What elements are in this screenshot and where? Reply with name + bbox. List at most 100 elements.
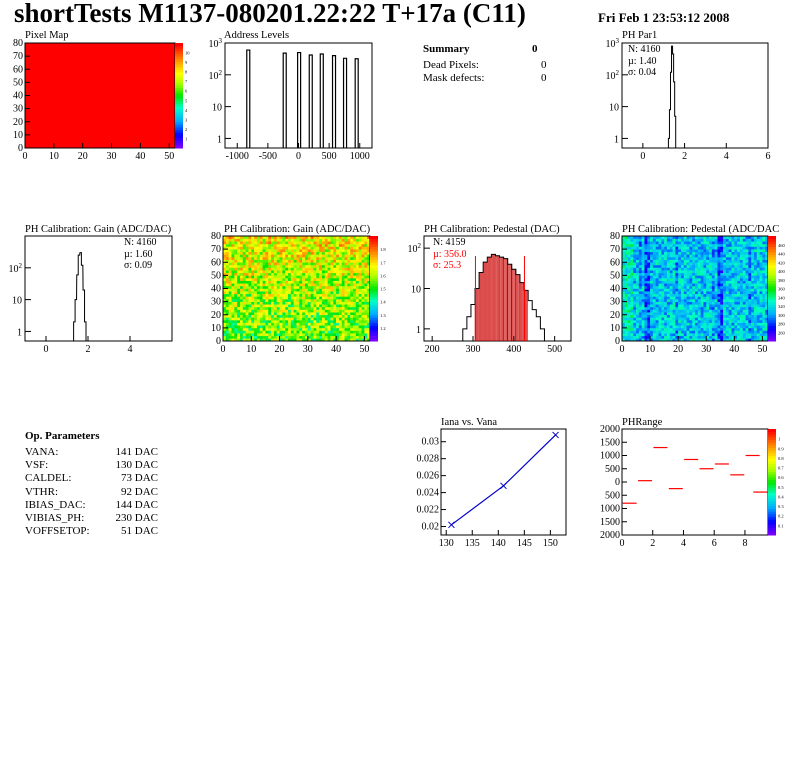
heat-cell	[709, 283, 713, 287]
heat-cell	[299, 264, 303, 268]
heat-cell	[723, 275, 727, 279]
tick-label: 0.028	[417, 454, 440, 465]
tick-label: 60	[13, 64, 23, 75]
heat-cell	[686, 296, 690, 300]
heat-cell	[316, 304, 320, 308]
heat-cell	[313, 325, 317, 329]
heat-cell	[361, 254, 365, 258]
heat-cell	[358, 314, 362, 318]
heat-cell	[225, 306, 229, 310]
heat-cell	[228, 241, 232, 245]
heat-cell	[739, 338, 744, 342]
heat-cell	[271, 254, 275, 258]
heat-cell	[327, 257, 331, 260]
heat-cell	[742, 333, 746, 337]
palette-swatch	[370, 270, 378, 274]
palette-swatch	[768, 251, 776, 255]
heat-cell	[293, 246, 297, 250]
heat-cell	[647, 264, 651, 268]
heat-cell	[723, 262, 727, 266]
heat-cell	[647, 322, 651, 326]
heat-cell	[231, 312, 235, 316]
heat-cell	[753, 259, 758, 263]
heat-cell	[364, 254, 368, 258]
heat-cell	[330, 236, 334, 239]
heat-cell	[242, 306, 246, 310]
heat-cell	[259, 259, 263, 263]
heat-cell	[358, 317, 362, 321]
heat-cell	[703, 335, 707, 339]
heat-cell	[237, 264, 241, 268]
heat-cell	[695, 241, 699, 245]
heat-cell	[265, 254, 269, 258]
heat-cell	[324, 254, 328, 258]
heat-cell	[703, 236, 707, 239]
heat-cell	[319, 293, 323, 297]
heat-cell	[265, 304, 269, 308]
heat-cell	[293, 291, 297, 295]
heat-cell	[714, 288, 718, 292]
heat-cell	[333, 278, 337, 281]
heat-cell	[293, 306, 297, 310]
heat-cell	[644, 304, 648, 308]
heat-cell	[737, 293, 741, 297]
heat-cell	[361, 262, 365, 266]
heat-cell	[742, 299, 746, 302]
heat-cell	[285, 314, 289, 318]
heat-cell	[245, 272, 249, 276]
heat-cell	[313, 267, 317, 271]
heat-cell	[765, 243, 769, 247]
heat-cell	[675, 254, 679, 258]
heat-cell	[638, 280, 642, 284]
heat-cell	[265, 251, 269, 255]
heat-cell	[762, 249, 766, 253]
heat-cell	[251, 327, 255, 331]
heat-cell	[282, 283, 286, 287]
heat-cell	[714, 259, 718, 263]
heat-cell	[683, 309, 687, 313]
heat-cell	[304, 259, 309, 263]
heat-cell	[288, 320, 292, 323]
heat-cell	[279, 333, 283, 337]
heat-cell	[338, 314, 343, 318]
heat-cell	[321, 333, 326, 337]
heat-cell	[251, 335, 255, 339]
heat-cell	[242, 251, 246, 255]
heat-cell	[695, 327, 699, 331]
heat-cell	[344, 251, 348, 255]
heat-cell	[703, 293, 707, 297]
heat-cell	[355, 338, 359, 342]
heat-cell	[273, 301, 278, 305]
heat-cell	[745, 304, 749, 308]
heat-cell	[254, 285, 258, 289]
heat-cell	[265, 338, 269, 342]
heat-cell	[762, 293, 766, 297]
heat-cell	[254, 272, 258, 276]
heat-cell	[728, 285, 732, 289]
tick-label: 1000	[600, 504, 620, 515]
heat-cell	[748, 270, 752, 274]
heat-cell	[304, 249, 309, 253]
heat-cell	[627, 259, 631, 263]
heat-cell	[686, 283, 690, 287]
heat-cell	[245, 335, 249, 339]
heat-cell	[647, 314, 651, 318]
heat-cell	[234, 309, 238, 313]
heat-cell	[703, 301, 707, 305]
heat-cell	[276, 304, 280, 308]
palette-swatch	[768, 304, 776, 308]
palette-swatch	[768, 338, 776, 342]
heat-cell	[302, 301, 306, 305]
heat-cell	[636, 259, 640, 263]
heat-cell	[692, 291, 696, 295]
heat-cell	[254, 267, 258, 271]
heat-cell	[299, 291, 303, 295]
heat-cell	[756, 272, 760, 276]
heat-cell	[353, 293, 357, 297]
heat-cell	[242, 314, 246, 318]
heat-cell	[658, 267, 662, 271]
heat-cell	[302, 288, 306, 292]
heat-cell	[256, 251, 261, 255]
